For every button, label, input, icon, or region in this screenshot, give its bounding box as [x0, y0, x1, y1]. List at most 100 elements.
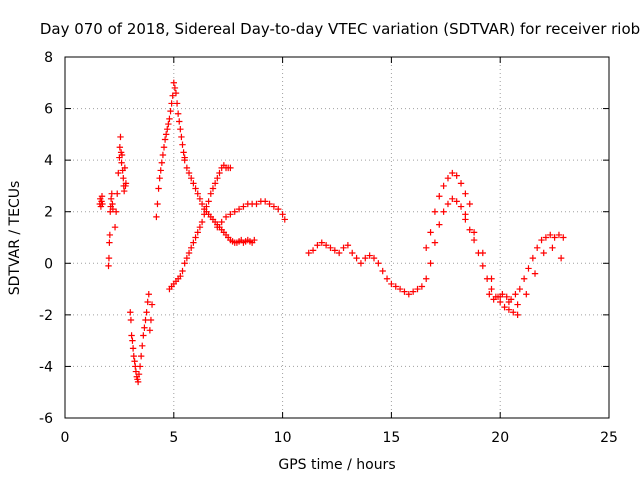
data-point	[161, 136, 169, 143]
data-point	[370, 254, 378, 262]
y-axis-tick-labels: -6 -4 -2 0 2 4 6 8	[39, 50, 53, 427]
data-point	[560, 234, 567, 241]
data-point	[414, 285, 421, 293]
data-point	[131, 358, 138, 365]
data-point	[196, 223, 204, 231]
data-point	[147, 316, 155, 324]
data-point	[154, 200, 161, 208]
data-point	[362, 254, 369, 262]
data-point	[505, 298, 513, 306]
data-point	[314, 242, 321, 249]
data-point	[520, 275, 528, 282]
series-midday-11.2-15.0h	[305, 239, 395, 288]
data-point	[203, 203, 210, 210]
data-point	[207, 190, 214, 197]
data-point	[158, 159, 166, 166]
data-point	[171, 84, 179, 92]
data-point	[156, 174, 163, 182]
data-point	[117, 133, 124, 141]
y-tick-label: 6	[44, 102, 53, 118]
data-point	[486, 291, 493, 298]
series-bump-7.5-10.1h	[214, 198, 288, 231]
data-point	[145, 291, 152, 298]
data-point	[177, 272, 184, 280]
data-point	[490, 296, 497, 303]
data-point	[153, 213, 160, 221]
data-point	[111, 223, 119, 231]
data-point	[353, 254, 360, 262]
data-point	[118, 151, 126, 159]
x-tick-label: 20	[491, 430, 509, 446]
data-point	[140, 332, 147, 339]
data-point	[497, 293, 504, 301]
y-tick-label: 2	[44, 205, 53, 221]
x-tick-label: 15	[382, 430, 400, 446]
data-point	[181, 260, 188, 267]
data-point	[135, 370, 143, 378]
data-point	[431, 239, 439, 246]
data-point	[180, 149, 187, 156]
plot-area	[64, 56, 610, 419]
axis-ticks	[64, 56, 610, 419]
data-point	[105, 262, 112, 270]
x-tick-label: 25	[600, 430, 618, 446]
series-tail-18.4-22.8h	[462, 211, 565, 308]
data-point	[99, 200, 106, 208]
data-point	[479, 262, 486, 270]
data-point	[188, 244, 195, 252]
data-point	[516, 285, 523, 293]
data-point	[479, 249, 486, 257]
x-axis-tick-labels: 0 5 10 15 20 25	[61, 430, 618, 446]
data-point	[409, 288, 417, 295]
chart-title: Day 070 of 2018, Sidereal Day-to-day VTE…	[40, 20, 640, 38]
data-point	[392, 283, 399, 290]
data-point	[540, 249, 547, 257]
data-point	[166, 115, 173, 123]
x-tick-label: 5	[169, 430, 178, 446]
data-point	[531, 270, 539, 277]
x-tick-label: 10	[274, 430, 292, 446]
data-point	[557, 254, 565, 262]
y-tick-label: -4	[39, 359, 53, 375]
data-point	[167, 107, 174, 115]
data-point	[322, 242, 330, 249]
data-point	[379, 267, 386, 275]
data-point	[214, 174, 221, 182]
data-point	[120, 187, 128, 195]
data-point	[105, 254, 113, 262]
data-point	[383, 275, 391, 282]
data-point	[209, 185, 217, 192]
data-point	[449, 195, 456, 203]
data-point	[164, 126, 171, 133]
data-point	[168, 100, 175, 107]
y-tick-label: -2	[39, 308, 53, 324]
data-point	[162, 131, 170, 138]
data-point	[281, 216, 288, 223]
data-point	[423, 244, 430, 252]
data-point	[170, 79, 177, 86]
data-point	[194, 229, 201, 236]
data-point	[266, 200, 273, 208]
data-point	[514, 311, 521, 319]
data-point	[120, 174, 127, 182]
data-point	[503, 293, 510, 301]
data-point	[388, 280, 395, 288]
data-point	[165, 120, 172, 128]
data-point	[214, 223, 221, 231]
series-recovery-19.5-22.9h	[486, 231, 567, 303]
data-point	[178, 133, 185, 141]
data-point	[270, 203, 278, 210]
data-point	[127, 309, 134, 316]
data-point	[440, 182, 447, 190]
data-point	[177, 126, 184, 133]
y-tick-label: -6	[39, 411, 53, 427]
data-point	[501, 303, 508, 311]
data-point	[396, 285, 404, 293]
y-tick-label: 0	[44, 256, 53, 272]
data-point	[357, 260, 365, 267]
data-point	[173, 100, 181, 107]
data-point	[136, 363, 144, 370]
data-point	[514, 301, 521, 308]
data-point	[431, 208, 439, 215]
data-point	[121, 164, 129, 172]
